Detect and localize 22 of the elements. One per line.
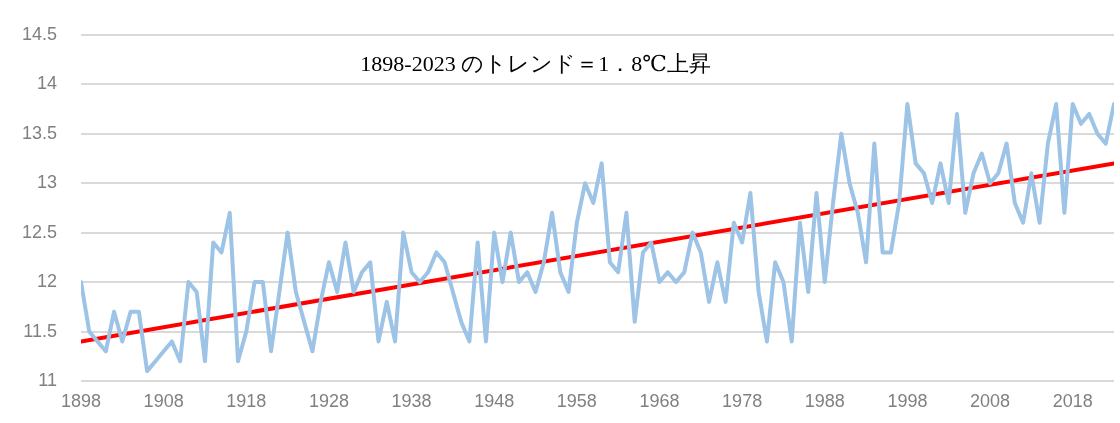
x-tick-label: 1958	[556, 390, 597, 411]
x-tick-label: 2018	[1052, 390, 1093, 411]
x-tick-label: 1988	[804, 390, 845, 411]
y-tick-label: 13	[36, 172, 57, 193]
x-tick-label: 1968	[639, 390, 680, 411]
x-tick-label: 1938	[391, 390, 432, 411]
y-tick-label: 11.5	[23, 320, 57, 341]
annotation: 1898-2023 のトレンド＝1．8℃上昇	[360, 50, 711, 76]
y-tick-label: 14.5	[21, 23, 57, 44]
y-tick-label: 12	[36, 271, 57, 292]
x-tick-label: 1998	[887, 390, 928, 411]
y-tick-label: 13.5	[21, 122, 57, 143]
y-tick-label: 12.5	[21, 221, 57, 242]
x-tick-label: 1918	[226, 390, 267, 411]
y-tick-label: 14	[36, 73, 57, 94]
y-tick-label: 11	[38, 369, 57, 390]
x-tick-label: 1948	[474, 390, 515, 411]
x-tick-label: 1978	[722, 390, 763, 411]
x-tick-label: 1908	[143, 390, 184, 411]
x-tick-label: 1928	[308, 390, 349, 411]
x-tick-label: 2008	[970, 390, 1011, 411]
x-tick-label: 1898	[60, 390, 102, 411]
